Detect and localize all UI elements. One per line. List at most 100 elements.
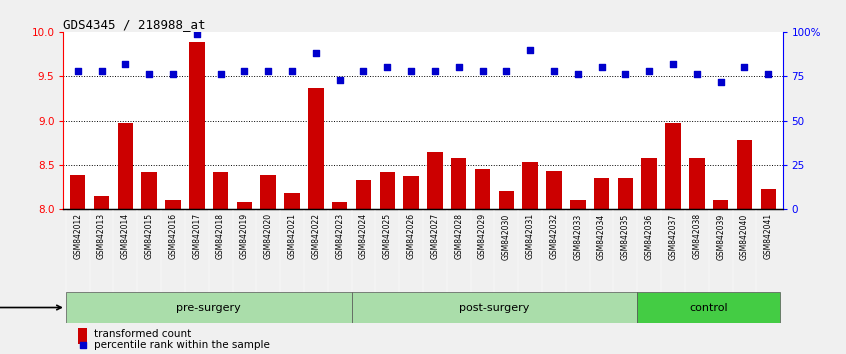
Text: GSM842031: GSM842031 bbox=[525, 213, 535, 259]
Text: GSM842038: GSM842038 bbox=[692, 213, 701, 259]
Text: GDS4345 / 218988_at: GDS4345 / 218988_at bbox=[63, 18, 206, 31]
Text: GSM842024: GSM842024 bbox=[359, 213, 368, 259]
Point bbox=[547, 68, 561, 74]
Text: GSM842032: GSM842032 bbox=[549, 213, 558, 259]
Text: GSM842040: GSM842040 bbox=[740, 213, 749, 259]
Point bbox=[642, 68, 656, 74]
Bar bbox=[118, 123, 133, 209]
Bar bbox=[332, 202, 348, 209]
Point bbox=[261, 68, 275, 74]
Text: percentile rank within the sample: percentile rank within the sample bbox=[94, 341, 270, 350]
Text: GSM842035: GSM842035 bbox=[621, 213, 630, 259]
Bar bbox=[570, 200, 585, 209]
Point bbox=[571, 72, 585, 77]
Bar bbox=[737, 140, 752, 209]
Text: GSM842039: GSM842039 bbox=[717, 213, 725, 259]
Point bbox=[357, 68, 371, 74]
Text: transformed count: transformed count bbox=[94, 329, 191, 339]
Point bbox=[714, 79, 728, 84]
Text: GSM842034: GSM842034 bbox=[597, 213, 606, 259]
Text: GSM842025: GSM842025 bbox=[382, 213, 392, 259]
Point bbox=[593, 289, 607, 294]
Text: GSM842026: GSM842026 bbox=[407, 213, 415, 259]
Bar bbox=[141, 172, 157, 209]
Point bbox=[381, 64, 394, 70]
Bar bbox=[594, 178, 609, 209]
Point bbox=[738, 64, 751, 70]
Text: GSM842022: GSM842022 bbox=[311, 213, 321, 259]
Bar bbox=[308, 88, 323, 209]
Point bbox=[118, 61, 132, 67]
Point bbox=[667, 61, 680, 67]
Bar bbox=[689, 158, 705, 209]
Point bbox=[524, 47, 537, 52]
Point bbox=[190, 31, 204, 36]
Bar bbox=[547, 171, 562, 209]
Text: GSM842041: GSM842041 bbox=[764, 213, 772, 259]
Point bbox=[142, 72, 156, 77]
Bar bbox=[665, 123, 681, 209]
Text: GSM842013: GSM842013 bbox=[97, 213, 106, 259]
Text: GSM842019: GSM842019 bbox=[240, 213, 249, 259]
Bar bbox=[404, 176, 419, 209]
Text: post-surgery: post-surgery bbox=[459, 303, 530, 313]
Bar bbox=[523, 162, 538, 209]
Text: GSM842016: GSM842016 bbox=[168, 213, 178, 259]
Bar bbox=[451, 158, 466, 209]
Point bbox=[475, 68, 489, 74]
Point bbox=[404, 68, 418, 74]
Bar bbox=[213, 172, 228, 209]
Text: GSM842018: GSM842018 bbox=[216, 213, 225, 259]
Point bbox=[214, 72, 228, 77]
Bar bbox=[66, 292, 352, 323]
Text: GSM842021: GSM842021 bbox=[288, 213, 297, 259]
Point bbox=[761, 72, 775, 77]
Bar bbox=[761, 189, 776, 209]
Text: GSM842017: GSM842017 bbox=[192, 213, 201, 259]
Point bbox=[285, 68, 299, 74]
Point bbox=[428, 68, 442, 74]
Bar bbox=[70, 176, 85, 209]
Bar bbox=[641, 158, 657, 209]
Bar bbox=[78, 328, 87, 343]
Bar bbox=[352, 292, 637, 323]
Point bbox=[166, 72, 179, 77]
Text: GSM842020: GSM842020 bbox=[264, 213, 272, 259]
Text: pre-surgery: pre-surgery bbox=[176, 303, 241, 313]
Bar bbox=[284, 193, 299, 209]
Text: GSM842028: GSM842028 bbox=[454, 213, 464, 259]
Text: GSM842015: GSM842015 bbox=[145, 213, 154, 259]
Text: GSM842014: GSM842014 bbox=[121, 213, 129, 259]
Point bbox=[238, 68, 251, 74]
Text: GSM842036: GSM842036 bbox=[645, 213, 654, 259]
Bar bbox=[498, 192, 514, 209]
Text: control: control bbox=[689, 303, 728, 313]
Point bbox=[595, 64, 608, 70]
Bar bbox=[713, 200, 728, 209]
Text: GSM842037: GSM842037 bbox=[668, 213, 678, 259]
Text: GSM842027: GSM842027 bbox=[431, 213, 439, 259]
Point bbox=[332, 77, 346, 82]
Point bbox=[95, 68, 108, 74]
Text: GSM842023: GSM842023 bbox=[335, 213, 344, 259]
Bar bbox=[237, 202, 252, 209]
Point bbox=[71, 68, 85, 74]
Bar bbox=[261, 176, 276, 209]
Text: GSM842029: GSM842029 bbox=[478, 213, 487, 259]
Bar bbox=[475, 169, 491, 209]
Point bbox=[618, 72, 632, 77]
Text: GSM842033: GSM842033 bbox=[574, 213, 582, 259]
Point bbox=[500, 68, 514, 74]
Point bbox=[690, 72, 704, 77]
Bar bbox=[189, 42, 205, 209]
Bar bbox=[165, 200, 181, 209]
Text: specimen: specimen bbox=[0, 303, 61, 313]
Bar bbox=[380, 172, 395, 209]
Bar bbox=[427, 152, 442, 209]
Text: GSM842030: GSM842030 bbox=[502, 213, 511, 259]
Point bbox=[309, 50, 322, 56]
Bar bbox=[355, 180, 371, 209]
Bar bbox=[637, 292, 780, 323]
Bar bbox=[94, 196, 109, 209]
Point bbox=[452, 64, 465, 70]
